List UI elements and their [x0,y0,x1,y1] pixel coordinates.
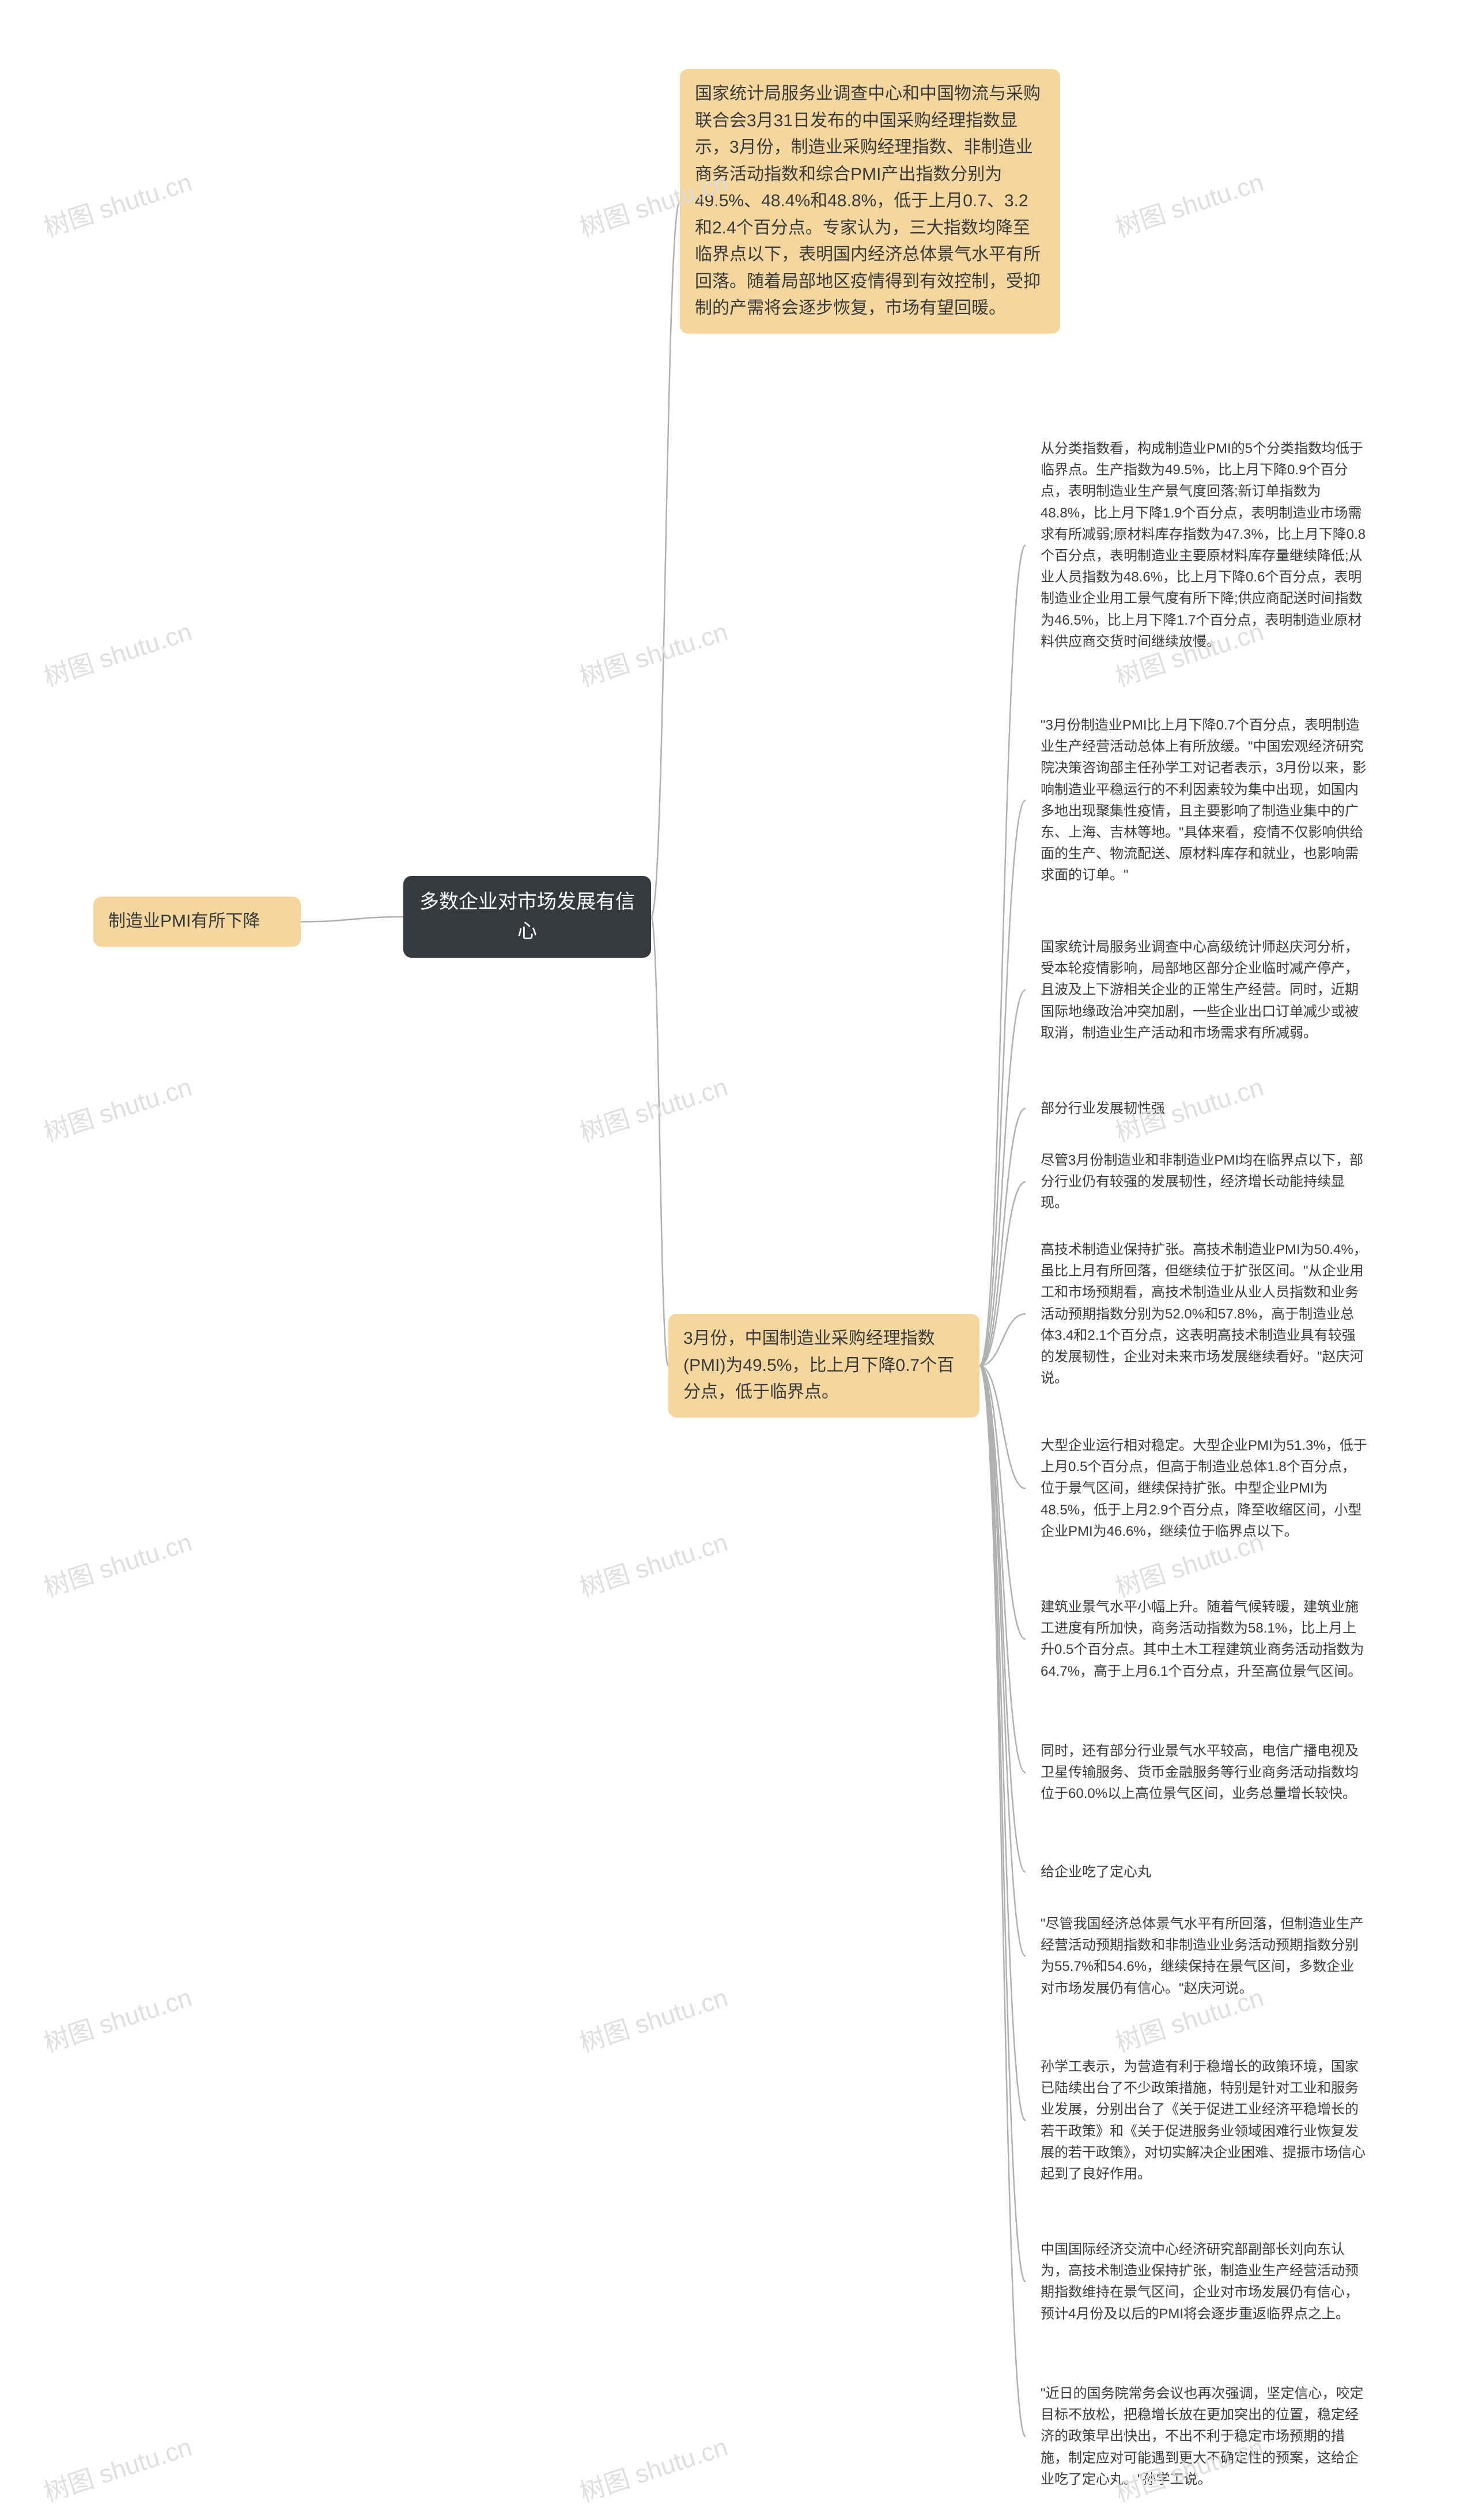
node-d11: 孙学工表示，为营造有利于稳增长的政策环境，国家已陆续出台了不少政策措施，特别是针… [1026,2045,1383,2196]
node-text: 中国国际经济交流中心经济研究部副部长刘向东认为，高技术制造业保持扩张，制造业生产… [1041,2242,1359,2322]
connector [651,917,668,1366]
node-text: 从分类指数看，构成制造业PMI的5个分类指数均低于临界点。生产指数为49.5%，… [1041,441,1366,649]
connector [979,1366,1026,1488]
connector [301,917,403,922]
node-text: 同时，还有部分行业景气水平较高，电信广播电视及卫星传输服务、货币金融服务等行业商… [1041,1743,1359,1801]
watermark: 树图 shutu.cn [39,1066,196,1148]
node-left_tag: 制造业PMI有所下降 [93,897,301,947]
node-text: 3月份，中国制造业采购经理指数(PMI)为49.5%，比上月下降0.7个百分点，… [683,1329,954,1401]
connector [979,800,1026,1366]
node-text: 建筑业景气水平小幅上升。随着气候转暖，建筑业施工进度有所加快，商务活动指数为58… [1041,1599,1364,1679]
node-text: 国家统计局服务业调查中心高级统计师赵庆河分析，受本轮疫情影响，局部地区部分企业临… [1041,939,1359,1041]
watermark: 树图 shutu.cn [574,2426,732,2508]
node-text: "尽管我国经济总体景气水平有所回落，但制造业生产经营活动预期指数和非制造业业务活… [1041,1916,1364,1996]
node-text: 国家统计局服务业调查中心和中国物流与采购联合会3月31日发布的中国采购经理指数显… [695,84,1041,318]
connector [979,990,1026,1366]
watermark: 树图 shutu.cn [1110,161,1268,244]
node-d3: 部分行业发展韧性强 [1026,1086,1383,1131]
connector [979,1366,1026,1956]
node-d7: 建筑业景气水平小幅上升。随着气候转暖，建筑业施工进度有所加快，商务活动指数为58… [1026,1585,1383,1694]
node-d2: 国家统计局服务业调查中心高级统计师赵庆河分析，受本轮疫情影响，局部地区部分企业临… [1026,925,1383,1055]
node-d9: 给企业吃了定心丸 [1026,1850,1383,1894]
connector [651,202,680,917]
watermark: 树图 shutu.cn [39,161,196,244]
node-d4: 尽管3月份制造业和非制造业PMI均在临界点以下，部分行业仍有较强的发展韧性，经济… [1026,1138,1383,1226]
node-text: 大型企业运行相对稳定。大型企业PMI为51.3%，低于上月0.5个百分点，但高于… [1041,1438,1367,1539]
node-text: "3月份制造业PMI比上月下降0.7个百分点，表明制造业生产经营活动总体上有所放… [1041,717,1366,883]
watermark: 树图 shutu.cn [574,1977,732,2059]
node-d1: "3月份制造业PMI比上月下降0.7个百分点，表明制造业生产经营活动总体上有所放… [1026,703,1383,898]
node-intro: 国家统计局服务业调查中心和中国物流与采购联合会3月31日发布的中国采购经理指数显… [680,69,1060,334]
watermark: 树图 shutu.cn [574,1066,732,1148]
node-text: 高技术制造业保持扩张。高技术制造业PMI为50.4%，虽比上月有所回落，但继续位… [1041,1242,1367,1386]
watermark: 树图 shutu.cn [39,611,196,693]
node-d13: "近日的国务院常务会议也再次强调，坚定信心，咬定目标不放松，把稳增长放在更加突出… [1026,2371,1383,2502]
node-d12: 中国国际经济交流中心经济研究部副部长刘向东认为，高技术制造业保持扩张，制造业生产… [1026,2227,1383,2336]
connector [979,1366,1026,2121]
node-text: 孙学工表示，为营造有利于稳增长的政策环境，国家已陆续出台了不少政策措施，特别是针… [1041,2059,1366,2182]
connector [979,1366,1026,1872]
watermark: 树图 shutu.cn [39,1521,196,1604]
connector [979,1314,1026,1366]
node-text: 多数企业对市场发展有信心 [419,891,635,942]
node-text: 制造业PMI有所下降 [108,912,260,931]
connector [979,1182,1026,1366]
connector [979,1366,1026,2282]
node-text: 尽管3月份制造业和非制造业PMI均在临界点以下，部分行业仍有较强的发展韧性，经济… [1041,1153,1363,1211]
watermark: 树图 shutu.cn [574,611,732,693]
connector [979,1366,1026,1773]
node-root: 多数企业对市场发展有信心 [403,876,651,958]
connector [979,1109,1026,1366]
connector [979,1366,1026,1639]
connector [979,1366,1026,2436]
node-text: 给企业吃了定心丸 [1041,1864,1151,1880]
node-d6: 大型企业运行相对稳定。大型企业PMI为51.3%，低于上月0.5个百分点，但高于… [1026,1423,1383,1554]
node-d8: 同时，还有部分行业景气水平较高，电信广播电视及卫星传输服务、货币金融服务等行业商… [1026,1729,1383,1816]
node-d5: 高技术制造业保持扩张。高技术制造业PMI为50.4%，虽比上月有所回落，但继续位… [1026,1227,1383,1400]
node-text: "近日的国务院常务会议也再次强调，坚定信心，咬定目标不放松，把稳增长放在更加突出… [1041,2386,1364,2487]
connector [979,545,1026,1366]
watermark: 树图 shutu.cn [39,1977,196,2059]
watermark: 树图 shutu.cn [39,2426,196,2508]
node-d10: "尽管我国经济总体景气水平有所回落，但制造业生产经营活动预期指数和非制造业业务活… [1026,1902,1383,2011]
node-text: 部分行业发展韧性强 [1041,1101,1165,1116]
node-d0: 从分类指数看，构成制造业PMI的5个分类指数均低于临界点。生产指数为49.5%，… [1026,426,1383,664]
watermark: 树图 shutu.cn [574,1521,732,1604]
node-sub_pmi: 3月份，中国制造业采购经理指数(PMI)为49.5%，比上月下降0.7个百分点，… [668,1314,979,1418]
